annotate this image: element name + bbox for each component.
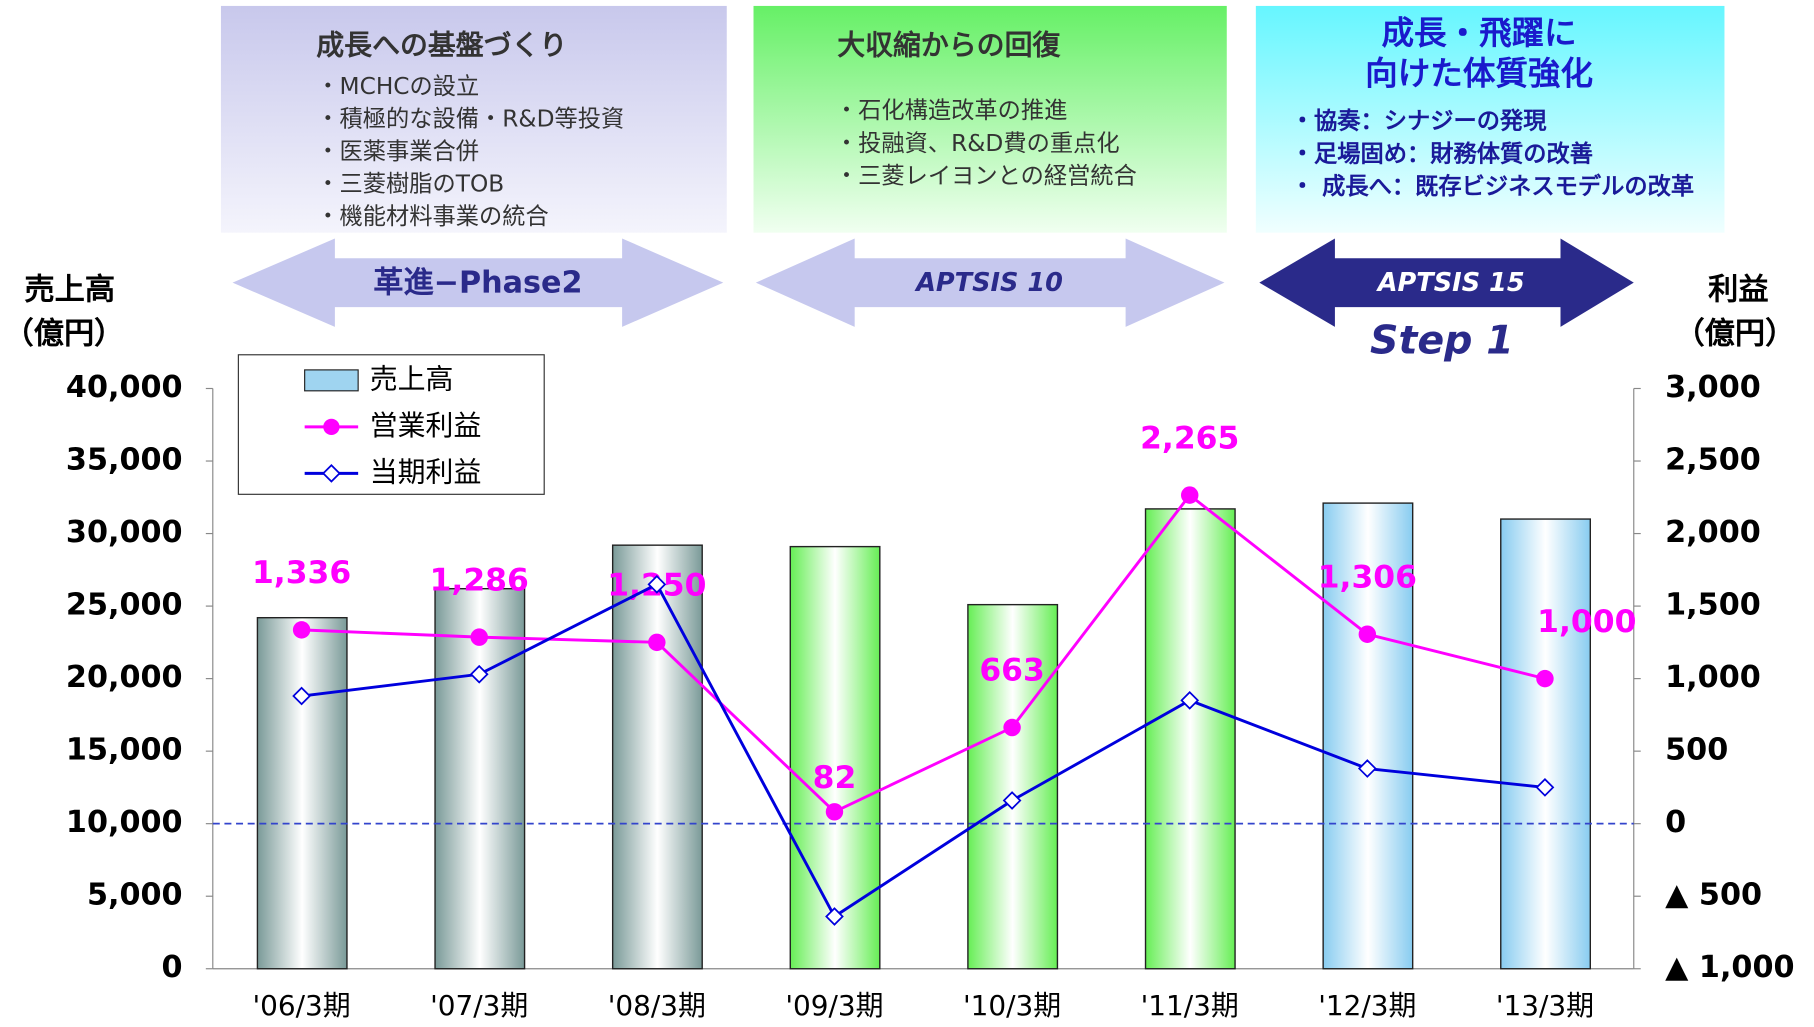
y2-axis-unit: （億円） bbox=[1674, 317, 1795, 352]
x-tick-label: '09/3期 bbox=[785, 989, 883, 1022]
phase-item: ・投融資、R&D費の重点化 bbox=[835, 130, 1120, 157]
y-tick-label: 0 bbox=[162, 950, 183, 985]
x-tick-label: '06/3期 bbox=[253, 989, 351, 1022]
point bbox=[1180, 486, 1199, 504]
point bbox=[1358, 625, 1377, 643]
bar bbox=[1144, 508, 1236, 970]
point bbox=[292, 621, 311, 639]
point bbox=[292, 686, 311, 706]
phase-arrow bbox=[232, 238, 724, 327]
x-tick-label: '07/3期 bbox=[430, 989, 528, 1022]
phase-item: ・MCHCの設立 bbox=[316, 73, 479, 100]
line-series bbox=[301, 493, 1546, 814]
y-axis-label: 売上高 bbox=[24, 272, 115, 307]
legend-box bbox=[237, 354, 545, 495]
bar bbox=[434, 587, 526, 970]
y2-tick-label: ▲ 500 bbox=[1665, 878, 1762, 913]
x-tick-label: '12/3期 bbox=[1318, 989, 1416, 1022]
phase-item: ・協奏：シナジーの発現 bbox=[1291, 108, 1548, 135]
y-tick-label: 35,000 bbox=[66, 443, 183, 478]
legend-swatch bbox=[304, 369, 359, 392]
y2-tick-label: 1,000 bbox=[1665, 660, 1761, 695]
x-tick-label: '11/3期 bbox=[1141, 989, 1239, 1022]
phase-item: ・ 成長へ：既存ビジネスモデルの改革 bbox=[1291, 173, 1694, 200]
phase-item: ・石化構造改革の推進 bbox=[835, 97, 1068, 124]
legend-label: 当期利益 bbox=[370, 455, 482, 488]
y2-tick-label: 0 bbox=[1665, 805, 1686, 840]
phase-title: 成長・飛躍に bbox=[1381, 14, 1576, 52]
y-axis-unit: （億円） bbox=[4, 317, 125, 352]
y2-tick-label: 1,500 bbox=[1665, 588, 1761, 623]
y2-tick-label: 2,000 bbox=[1665, 515, 1761, 550]
phase-title: 成長への基盤づくり bbox=[316, 29, 567, 62]
data-label: 82 bbox=[813, 760, 857, 796]
bar bbox=[611, 544, 703, 970]
phase-panels bbox=[220, 5, 1725, 327]
data-label: 2,265 bbox=[1140, 420, 1239, 456]
point bbox=[1536, 669, 1554, 688]
x-tick-label: '13/3期 bbox=[1496, 989, 1594, 1022]
point bbox=[648, 633, 666, 652]
x-tick-label: '10/3期 bbox=[963, 989, 1061, 1022]
bar bbox=[789, 545, 881, 970]
point bbox=[469, 664, 489, 684]
y-tick-label: 20,000 bbox=[66, 660, 183, 695]
y2-axis-label: 利益 bbox=[1708, 272, 1768, 307]
y-tick-label: 30,000 bbox=[66, 515, 183, 550]
phase-arrow bbox=[1259, 238, 1634, 327]
point bbox=[1003, 718, 1021, 737]
y2-tick-label: 3,000 bbox=[1665, 370, 1761, 405]
data-label: 663 bbox=[979, 653, 1045, 689]
phase-item: ・三菱樹脂のTOB bbox=[316, 171, 504, 198]
legend-marker bbox=[322, 464, 341, 483]
phase-title: 向けた体質強化 bbox=[1365, 55, 1593, 93]
data-label: 1,000 bbox=[1537, 604, 1636, 640]
legend-marker bbox=[323, 418, 340, 436]
point bbox=[825, 803, 844, 821]
phase-arrow-label: APTSIS 15 bbox=[1376, 268, 1525, 298]
line-series bbox=[301, 582, 1546, 919]
data-label: 1,306 bbox=[1318, 559, 1417, 595]
legend-label: 売上高 bbox=[370, 362, 454, 395]
phase-item: ・足場固め：財務体質の改善 bbox=[1291, 140, 1593, 167]
y-tick-label: 25,000 bbox=[66, 588, 183, 623]
point bbox=[647, 574, 667, 594]
bar bbox=[967, 603, 1059, 970]
point bbox=[1180, 691, 1200, 710]
data-label: 1,286 bbox=[430, 562, 529, 598]
y-tick-label: 10,000 bbox=[66, 805, 183, 840]
point bbox=[470, 628, 488, 646]
phase-title: 大収縮からの回復 bbox=[837, 29, 1061, 62]
point bbox=[1002, 791, 1022, 810]
phase-item: ・三菱レイヨンとの経営統合 bbox=[835, 162, 1137, 189]
phase-item: ・積極的な設備・R&D等投資 bbox=[316, 105, 624, 132]
phase-panel bbox=[753, 5, 1227, 233]
point bbox=[1357, 759, 1377, 778]
x-tick-label: '08/3期 bbox=[608, 989, 706, 1022]
point bbox=[1535, 778, 1555, 797]
phase-arrow-label: 革進−Phase2 bbox=[373, 265, 582, 300]
bar bbox=[1322, 502, 1414, 970]
phase-panel bbox=[1255, 5, 1725, 233]
data-label: 1,336 bbox=[252, 555, 351, 591]
phase-item: ・機能材料事業の統合 bbox=[316, 203, 549, 230]
y-tick-label: 5,000 bbox=[87, 878, 183, 913]
phase-step: Step 1 bbox=[1370, 318, 1514, 364]
point bbox=[825, 907, 844, 926]
phase-item: ・医薬事業合併 bbox=[316, 138, 479, 165]
phase-panel bbox=[220, 5, 727, 233]
y2-tick-label: ▲ 1,000 bbox=[1665, 950, 1794, 985]
bar bbox=[1500, 518, 1592, 970]
y-tick-label: 40,000 bbox=[66, 370, 183, 405]
y-tick-label: 15,000 bbox=[66, 733, 183, 768]
legend-label: 営業利益 bbox=[370, 409, 482, 442]
y2-tick-label: 500 bbox=[1665, 733, 1728, 768]
y2-tick-label: 2,500 bbox=[1665, 443, 1761, 478]
phase-arrow-label: APTSIS 10 bbox=[914, 268, 1063, 298]
bar bbox=[256, 616, 348, 970]
phase-arrow bbox=[755, 238, 1225, 327]
